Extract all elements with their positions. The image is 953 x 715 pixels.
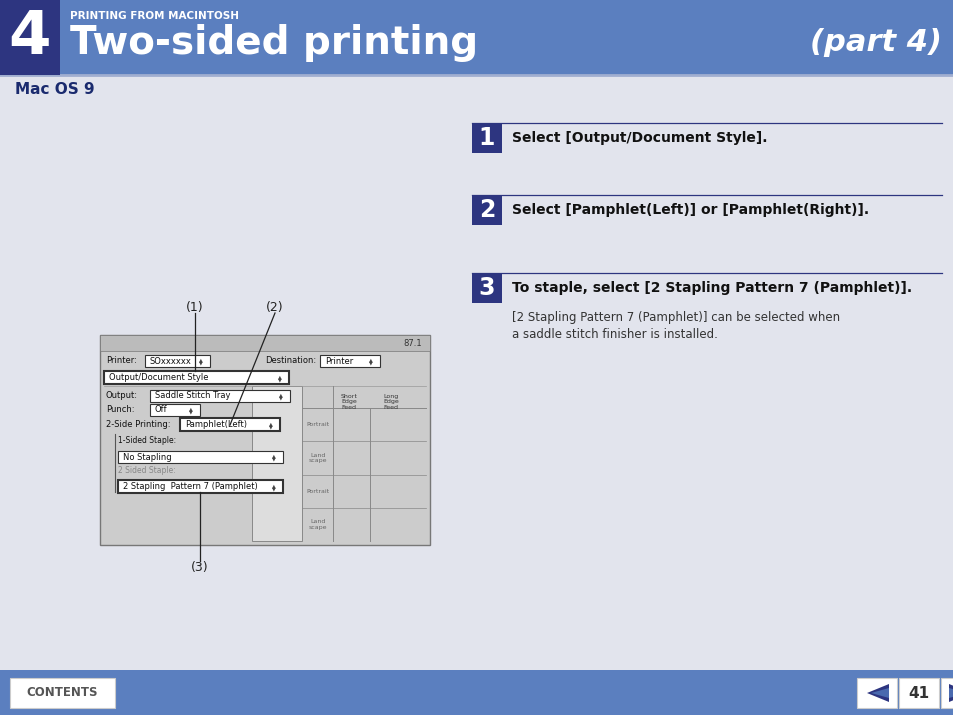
Text: 41: 41 [907,686,928,701]
Text: ▼: ▼ [278,377,281,382]
Text: 4: 4 [9,8,51,67]
Text: Two-sided printing: Two-sided printing [70,24,477,61]
Text: 2 Sided Staple:: 2 Sided Staple: [118,466,175,475]
FancyBboxPatch shape [472,273,501,303]
Text: ▼: ▼ [369,360,373,365]
Text: [2 Stapling Pattern 7 (Pamphlet)] can be selected when
a saddle stitch finisher : [2 Stapling Pattern 7 (Pamphlet)] can be… [512,311,840,341]
Text: Portrait: Portrait [306,488,330,493]
FancyBboxPatch shape [145,355,210,367]
Polygon shape [948,684,953,702]
Text: Portrait: Portrait [306,422,330,427]
Text: 87.1: 87.1 [403,338,421,347]
Text: ▲: ▲ [279,393,283,398]
FancyBboxPatch shape [898,678,938,708]
FancyBboxPatch shape [104,371,289,384]
FancyBboxPatch shape [0,0,60,75]
Text: Punch:: Punch: [106,405,134,414]
Text: SOxxxxxx: SOxxxxxx [150,357,192,365]
Text: ▼: ▼ [189,410,193,415]
Text: ▼: ▼ [269,424,273,429]
FancyBboxPatch shape [10,678,115,708]
Text: ▼: ▼ [199,360,203,365]
Text: Long
Edge
Feed: Long Edge Feed [383,394,398,410]
FancyBboxPatch shape [180,418,280,431]
FancyBboxPatch shape [100,335,430,351]
FancyBboxPatch shape [100,335,430,545]
Text: Output/Document Style: Output/Document Style [109,373,209,382]
Text: Land
scape: Land scape [309,519,327,530]
Text: PRINTING FROM MACINTOSH: PRINTING FROM MACINTOSH [70,11,239,21]
Text: 2-Side Printing:: 2-Side Printing: [106,420,171,429]
Text: Select [Output/Document Style].: Select [Output/Document Style]. [512,131,767,145]
FancyBboxPatch shape [118,480,283,493]
Text: (3): (3) [191,561,209,573]
Text: Short
Edge
Feed: Short Edge Feed [340,394,357,410]
Text: ▼: ▼ [272,486,275,491]
Text: (part 4): (part 4) [809,28,941,57]
Text: No Stapling: No Stapling [123,453,172,461]
Text: ▲: ▲ [269,421,273,426]
FancyBboxPatch shape [319,355,379,367]
Text: Select [Pamphlet(Left)] or [Pamphlet(Right)].: Select [Pamphlet(Left)] or [Pamphlet(Rig… [512,203,868,217]
Text: ▲: ▲ [272,483,275,488]
Polygon shape [866,684,888,702]
Text: To staple, select [2 Stapling Pattern 7 (Pamphlet)].: To staple, select [2 Stapling Pattern 7 … [512,281,911,295]
Text: (2): (2) [266,300,283,313]
Text: Printer:: Printer: [106,356,136,365]
Polygon shape [948,688,953,698]
Text: Mac OS 9: Mac OS 9 [15,82,94,97]
Text: ▲: ▲ [272,453,275,458]
Text: Saddle Stitch Tray: Saddle Stitch Tray [154,392,231,400]
FancyBboxPatch shape [0,0,953,75]
Text: Destination:: Destination: [265,356,315,365]
FancyBboxPatch shape [118,451,283,463]
Text: ▼: ▼ [272,456,275,461]
Text: Pamphlet(Left): Pamphlet(Left) [185,420,247,429]
FancyBboxPatch shape [252,386,302,541]
Text: 1: 1 [478,126,495,150]
Text: CONTENTS: CONTENTS [27,686,97,699]
Text: ▲: ▲ [369,358,373,363]
Polygon shape [870,688,888,698]
Text: (1): (1) [186,300,204,313]
FancyBboxPatch shape [940,678,953,708]
Text: Printer: Printer [325,357,353,365]
FancyBboxPatch shape [472,123,501,153]
FancyBboxPatch shape [472,195,501,225]
FancyBboxPatch shape [0,670,953,715]
Text: 3: 3 [478,276,495,300]
Text: ▼: ▼ [279,395,283,400]
Text: 1-Sided Staple:: 1-Sided Staple: [118,436,176,445]
FancyBboxPatch shape [856,678,896,708]
Text: ▲: ▲ [278,374,281,379]
FancyBboxPatch shape [150,390,290,402]
Text: 2 Stapling  Pattern 7 (Pamphlet): 2 Stapling Pattern 7 (Pamphlet) [123,482,257,491]
Text: ▲: ▲ [199,358,203,363]
Text: ▲: ▲ [189,407,193,412]
FancyBboxPatch shape [150,404,200,416]
Text: Off: Off [154,405,168,415]
Text: 2: 2 [478,198,495,222]
Text: Land
scape: Land scape [309,453,327,463]
Text: Output:: Output: [106,391,138,400]
